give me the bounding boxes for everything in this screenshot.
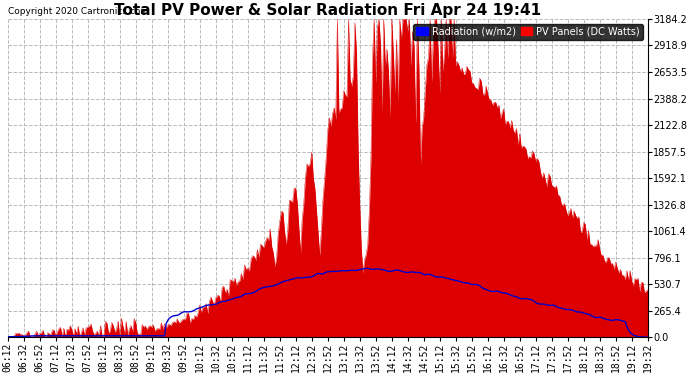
Title: Total PV Power & Solar Radiation Fri Apr 24 19:41: Total PV Power & Solar Radiation Fri Apr…: [114, 3, 541, 18]
Legend: Radiation (w/m2), PV Panels (DC Watts): Radiation (w/m2), PV Panels (DC Watts): [413, 24, 643, 40]
Text: Copyright 2020 Cartronics.com: Copyright 2020 Cartronics.com: [8, 7, 149, 16]
